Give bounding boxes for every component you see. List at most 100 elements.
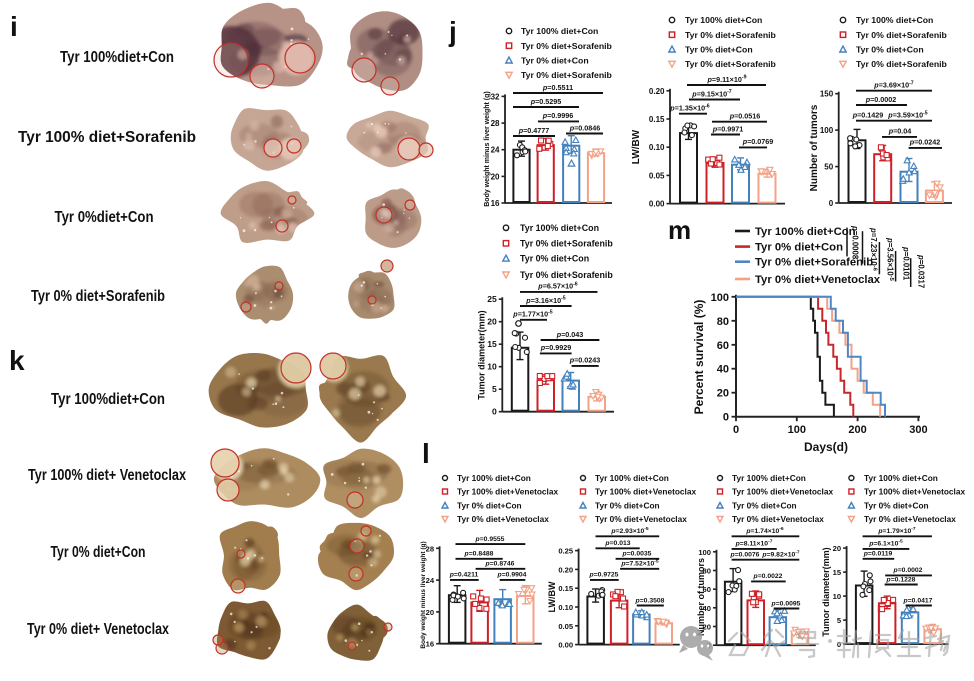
svg-text:p=0.0243: p=0.0243 bbox=[569, 356, 601, 365]
svg-text:0.10: 0.10 bbox=[558, 603, 573, 612]
svg-text:0.00: 0.00 bbox=[649, 200, 665, 209]
svg-text:LW/BW: LW/BW bbox=[631, 129, 642, 164]
svg-text:Tyr 0% diet+ Venetoclax: Tyr 0% diet+ Venetoclax bbox=[27, 621, 169, 638]
svg-text:Tyr 100% diet+Con: Tyr 100% diet+Con bbox=[520, 223, 599, 233]
svg-text:0: 0 bbox=[733, 424, 739, 436]
svg-text:Tumor diameter(mm): Tumor diameter(mm) bbox=[821, 547, 831, 636]
svg-text:0.05: 0.05 bbox=[558, 622, 574, 631]
svg-text:p=0.3508: p=0.3508 bbox=[635, 597, 665, 604]
svg-text:32: 32 bbox=[491, 92, 500, 101]
svg-text:24: 24 bbox=[426, 576, 435, 585]
svg-text:Tyr 0% diet+Con: Tyr 0% diet+Con bbox=[457, 501, 522, 511]
svg-text:0: 0 bbox=[723, 412, 729, 424]
svg-text:p=0.0119: p=0.0119 bbox=[863, 551, 893, 558]
svg-text:p=0.0002: p=0.0002 bbox=[865, 95, 897, 104]
svg-text:40: 40 bbox=[717, 364, 729, 376]
svg-text:Tyr 0% diet+Sorafenib: Tyr 0% diet+Sorafenib bbox=[520, 239, 613, 249]
svg-text:0.05: 0.05 bbox=[649, 171, 665, 180]
svg-text:0.15: 0.15 bbox=[558, 584, 574, 593]
svg-text:Tyr 100% diet+Venetoclax: Tyr 100% diet+Venetoclax bbox=[595, 487, 696, 497]
svg-text:5: 5 bbox=[492, 384, 497, 394]
svg-text:28: 28 bbox=[426, 544, 434, 553]
svg-text:p=0.1429: p=0.1429 bbox=[852, 111, 884, 120]
svg-text:10: 10 bbox=[487, 362, 497, 372]
svg-text:p=0.9904: p=0.9904 bbox=[497, 572, 527, 579]
svg-text:0.15: 0.15 bbox=[649, 115, 665, 124]
svg-text:p=0.8746: p=0.8746 bbox=[485, 561, 515, 568]
svg-text:0: 0 bbox=[829, 199, 834, 208]
svg-text:p=3.16×10-5: p=3.16×10-5 bbox=[525, 296, 566, 305]
svg-text:0.20: 0.20 bbox=[649, 87, 665, 96]
svg-text:0.25: 0.25 bbox=[558, 547, 574, 556]
svg-text:Tyr 100% diet+Con: Tyr 100% diet+Con bbox=[685, 15, 762, 25]
svg-text:Tyr 100% diet+Venetoclax: Tyr 100% diet+Venetoclax bbox=[864, 487, 965, 497]
svg-text:p=7.23×10-6: p=7.23×10-6 bbox=[869, 227, 878, 272]
svg-text:Tyr 100% diet+Con: Tyr 100% diet+Con bbox=[595, 473, 669, 483]
svg-text:p=9.15×10-7: p=9.15×10-7 bbox=[691, 89, 732, 98]
svg-text:Tyr 0% diet+Sorafenib: Tyr 0% diet+Sorafenib bbox=[685, 59, 776, 69]
svg-text:150: 150 bbox=[820, 90, 834, 99]
svg-text:Tumor diameter(mm): Tumor diameter(mm) bbox=[477, 310, 487, 399]
svg-text:200: 200 bbox=[848, 424, 866, 436]
svg-text:Tyr 0% diet+Sorafenib: Tyr 0% diet+Sorafenib bbox=[856, 30, 947, 40]
svg-text:0.10: 0.10 bbox=[649, 143, 665, 152]
svg-text:p=0.5511: p=0.5511 bbox=[542, 83, 573, 92]
svg-text:Tyr 100% diet+Con: Tyr 100% diet+Con bbox=[521, 26, 598, 36]
svg-text:p=0.0095: p=0.0095 bbox=[771, 600, 801, 607]
svg-text:0: 0 bbox=[492, 407, 497, 417]
svg-text:0.20: 0.20 bbox=[558, 565, 573, 574]
svg-text:Tyr 0% diet+Sorafenib: Tyr 0% diet+Sorafenib bbox=[31, 288, 165, 305]
svg-text:m: m bbox=[668, 215, 691, 245]
svg-text:Tyr 100% diet+Venetoclax: Tyr 100% diet+Venetoclax bbox=[457, 487, 558, 497]
svg-text:Tyr 100% diet+Con: Tyr 100% diet+Con bbox=[864, 473, 938, 483]
svg-text:p=9.82×10-7: p=9.82×10-7 bbox=[761, 549, 800, 558]
svg-text:Tyr 100% diet+Venetoclax: Tyr 100% diet+Venetoclax bbox=[732, 487, 833, 497]
svg-text:100: 100 bbox=[711, 292, 729, 304]
svg-text:p=1.35×10-6: p=1.35×10-6 bbox=[669, 103, 710, 112]
svg-text:p=0.0022: p=0.0022 bbox=[753, 573, 783, 580]
svg-text:80: 80 bbox=[717, 316, 729, 328]
svg-text:28: 28 bbox=[491, 119, 500, 128]
svg-text:p=0.9996: p=0.9996 bbox=[542, 111, 574, 120]
svg-text:Tyr 0% diet+Venetoclax: Tyr 0% diet+Venetoclax bbox=[755, 274, 881, 286]
svg-text:Tyr 100% diet+Sorafenib: Tyr 100% diet+Sorafenib bbox=[18, 129, 196, 146]
svg-text:Tyr 0%diet+Con: Tyr 0%diet+Con bbox=[55, 209, 154, 226]
svg-text:Tyr 100% diet+Con: Tyr 100% diet+Con bbox=[457, 473, 531, 483]
svg-text:Tyr 100% diet+Con: Tyr 100% diet+Con bbox=[732, 473, 806, 483]
svg-text:p=0.0035: p=0.0035 bbox=[622, 551, 652, 558]
svg-text:Tyr 100% diet+Con: Tyr 100% diet+Con bbox=[755, 226, 856, 238]
svg-text:l: l bbox=[422, 438, 430, 469]
svg-text:p=0.0417: p=0.0417 bbox=[903, 597, 933, 604]
svg-text:p=3.56×10-5: p=3.56×10-5 bbox=[886, 237, 895, 282]
svg-text:20: 20 bbox=[703, 623, 711, 632]
svg-text:Tyr 0% diet+Con: Tyr 0% diet+Con bbox=[856, 44, 924, 54]
svg-text:p=0.04: p=0.04 bbox=[888, 127, 912, 136]
svg-text:Percent survival (%): Percent survival (%) bbox=[692, 300, 706, 415]
svg-text:Tyr 0% diet+Con: Tyr 0% diet+Con bbox=[755, 242, 843, 254]
svg-text:20: 20 bbox=[487, 317, 497, 327]
svg-text:40: 40 bbox=[703, 604, 711, 613]
svg-text:p=0.0846: p=0.0846 bbox=[569, 123, 601, 132]
svg-text:p=9.11×10-9: p=9.11×10-9 bbox=[707, 75, 747, 84]
svg-text:Body weight minus liver weight: Body weight minus liver weight (g) bbox=[420, 541, 427, 648]
svg-text:j: j bbox=[448, 16, 457, 47]
svg-text:p=8.11×10-7: p=8.11×10-7 bbox=[735, 539, 773, 548]
svg-text:Body weight minus liver weight: Body weight minus liver weight (g) bbox=[484, 91, 491, 207]
svg-text:p=1.74×10-6: p=1.74×10-6 bbox=[745, 526, 784, 535]
svg-text:Tyr 0% diet+Con: Tyr 0% diet+Con bbox=[521, 55, 589, 65]
svg-text:Tyr 0% diet+Venetoclax: Tyr 0% diet+Venetoclax bbox=[864, 514, 956, 524]
svg-text:p=6.57×10-6: p=6.57×10-6 bbox=[537, 282, 578, 291]
svg-text:p=0.0769: p=0.0769 bbox=[742, 137, 774, 146]
svg-text:Tyr 100% diet+ Venetoclax: Tyr 100% diet+ Venetoclax bbox=[28, 467, 186, 484]
svg-text:Number of tumors: Number of tumors bbox=[696, 558, 706, 636]
svg-text:300: 300 bbox=[909, 424, 927, 436]
svg-text:0: 0 bbox=[837, 640, 841, 649]
svg-text:80: 80 bbox=[703, 567, 711, 576]
svg-text:p=0.8488: p=0.8488 bbox=[464, 551, 494, 558]
svg-text:20: 20 bbox=[491, 172, 500, 181]
svg-text:LW/BW: LW/BW bbox=[547, 581, 557, 612]
svg-text:p=0.013: p=0.013 bbox=[604, 540, 630, 547]
svg-text:20: 20 bbox=[833, 544, 841, 553]
svg-text:p=0.9971: p=0.9971 bbox=[712, 124, 744, 133]
svg-text:Tyr 0% diet+Con: Tyr 0% diet+Con bbox=[732, 501, 797, 511]
